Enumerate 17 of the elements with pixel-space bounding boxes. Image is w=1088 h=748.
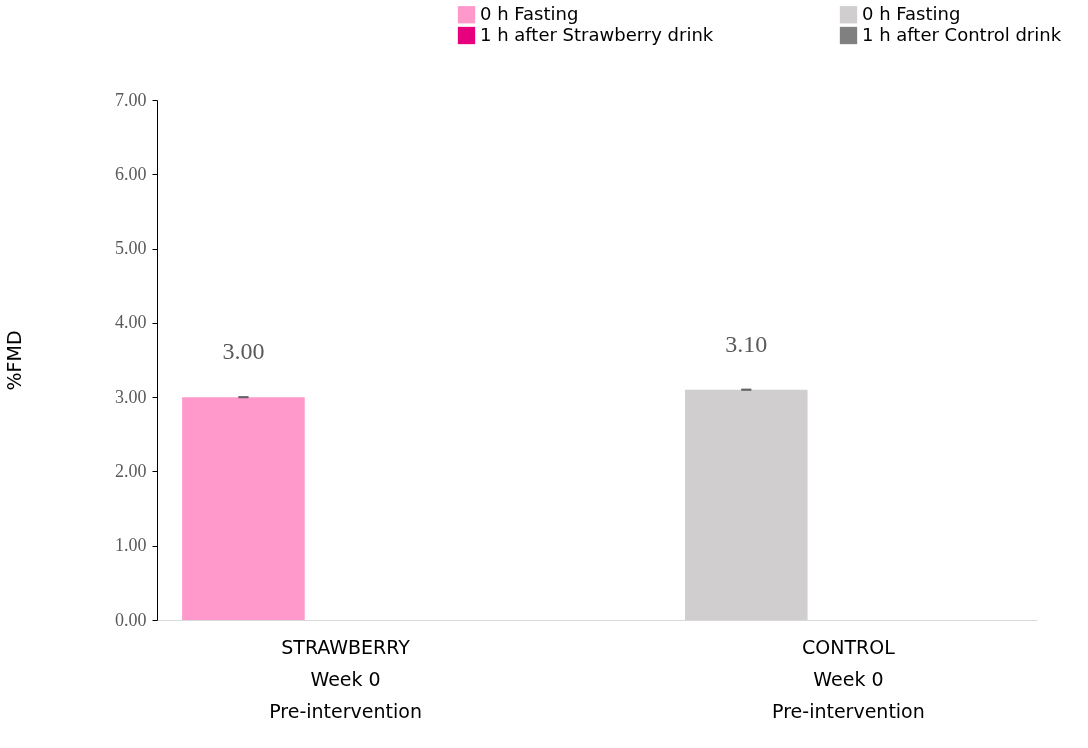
legend-label: 0 h Fasting: [480, 2, 579, 24]
y-axis-title: %FMD: [3, 330, 25, 391]
x-tick-label: CONTROL Week 0 Pre-intervention: [772, 635, 925, 722]
y-tick-label: 7.00: [115, 89, 147, 110]
y-tick-label: 1.00: [115, 535, 147, 556]
y-tick-label: 0.00: [115, 609, 147, 630]
y-tick-label: 6.00: [115, 163, 147, 184]
legend-label: 0 h Fasting: [862, 2, 961, 24]
x-tick-label: STRAWBERRY Week 0 Pre-intervention: [269, 635, 422, 722]
y-tick-label: 5.00: [115, 238, 147, 259]
y-tick-label: 3.00: [115, 386, 147, 407]
data-label: 3.00: [222, 338, 265, 365]
data-label: 3.10: [725, 330, 768, 357]
legend-label: 1 h after Strawberry drink: [480, 23, 714, 45]
y-tick-label: 4.00: [115, 312, 147, 333]
legend-label: 1 h after Control drink: [862, 23, 1062, 45]
y-tick-label: 2.00: [115, 460, 147, 481]
